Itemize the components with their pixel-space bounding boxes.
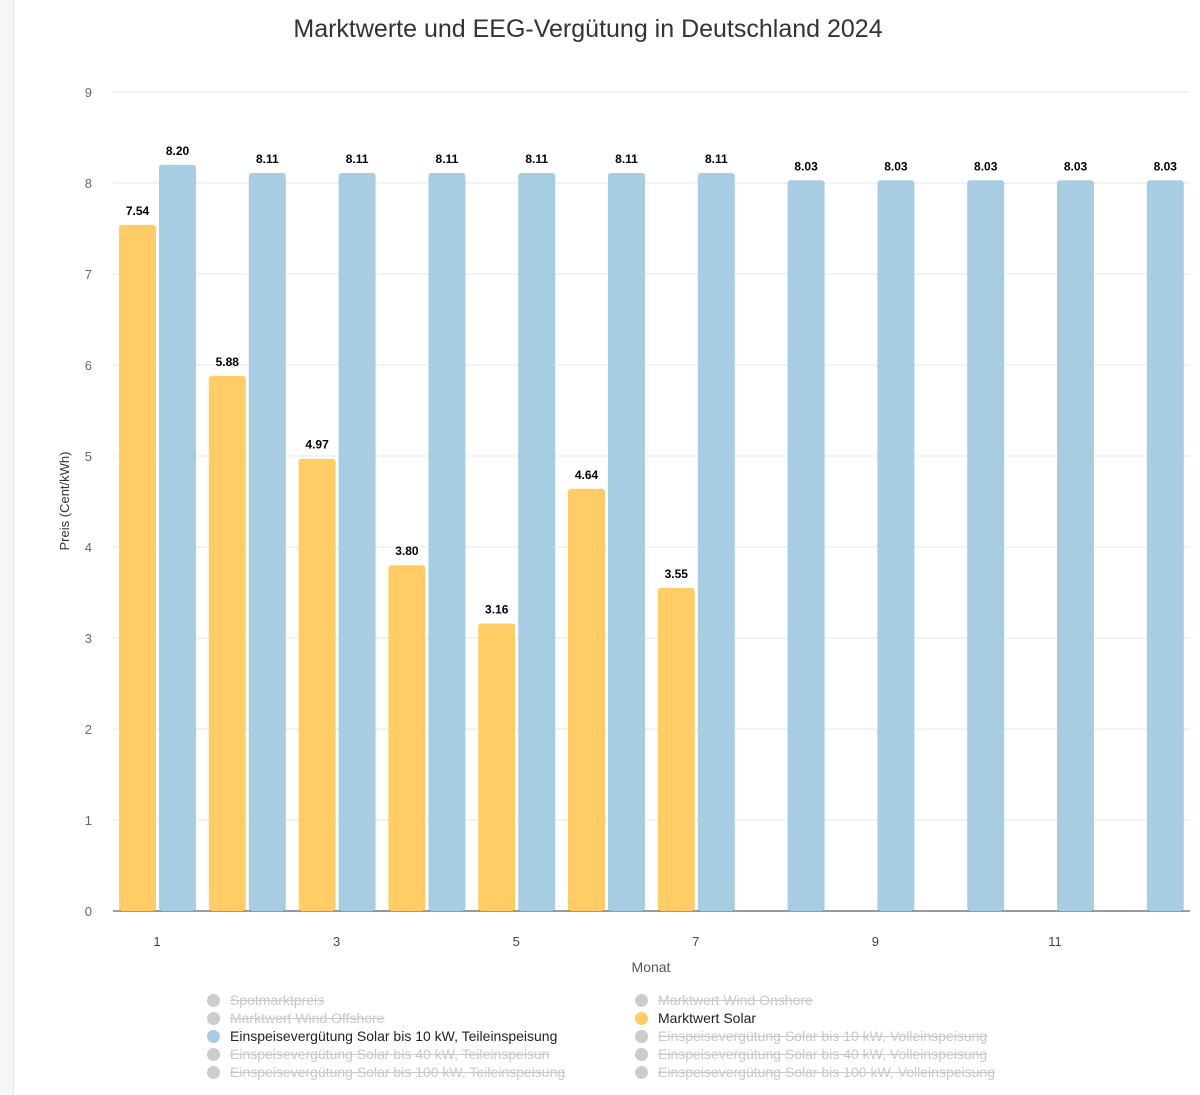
legend-item[interactable]: Einspeisevergütung Solar bis 10 kW, Voll… (635, 1027, 1065, 1045)
y-tick-label: 6 (85, 358, 92, 373)
data-label: 8.20 (166, 144, 190, 158)
y-tick-label: 2 (85, 722, 92, 737)
legend-dot-icon (635, 1029, 648, 1043)
data-label: 8.03 (1154, 159, 1178, 173)
data-label: 8.03 (884, 159, 908, 173)
legend-item[interactable]: Marktwert Wind Onshore (635, 991, 1065, 1009)
legend-dot-icon (207, 1065, 220, 1079)
legend-dot-icon (635, 1065, 648, 1079)
bar (478, 623, 516, 911)
legend-label: Marktwert Wind Offshore (230, 1010, 385, 1026)
y-tick-label: 0 (85, 904, 92, 919)
bar-chart: Marktwerte und EEG-Vergütung in Deutschl… (57, 15, 1190, 975)
legend: Spotmarktpreis Marktwert Wind Onshore Mark… (207, 991, 1067, 1081)
x-axis-label: Monat (632, 959, 671, 975)
legend-item[interactable]: Spotmarktpreis (207, 991, 635, 1009)
legend-item[interactable]: Einspeisevergütung Solar bis 100 kW, Vol… (635, 1063, 1065, 1081)
legend-label: Marktwert Wind Onshore (658, 992, 813, 1008)
legend-label: Einspeisevergütung Solar bis 40 kW, Teil… (230, 1046, 550, 1062)
legend-label: Spotmarktpreis (230, 992, 325, 1008)
bar (248, 172, 286, 912)
left-sidebar-strip (0, 0, 14, 1095)
bar (338, 172, 376, 912)
bar (159, 164, 196, 912)
legend-dot-icon (207, 1047, 220, 1061)
y-axis-label: Preis (Cent/kWh) (57, 452, 72, 551)
bar (877, 180, 915, 911)
legend-label: Einspeisevergütung Solar bis 10 kW, Teil… (230, 1028, 558, 1044)
legend-label: Einspeisevergütung Solar bis 10 kW, Voll… (658, 1028, 988, 1044)
data-label: 8.11 (346, 152, 369, 166)
bar (967, 180, 1005, 911)
y-tick-label: 9 (85, 85, 92, 100)
y-tick-label: 8 (85, 176, 92, 191)
x-tick-label: 5 (513, 934, 520, 949)
data-label: 3.80 (395, 544, 419, 558)
legend-dot-icon (207, 1011, 220, 1025)
legend-item[interactable]: Einspeisevergütung Solar bis 40 kW, Teil… (207, 1045, 635, 1063)
chart-title: Marktwerte und EEG-Vergütung in Deutschl… (293, 15, 882, 43)
legend-dot-icon (207, 993, 220, 1007)
x-tick-label: 3 (333, 934, 340, 949)
bar (1146, 180, 1184, 911)
legend-label: Einspeisevergütung Solar bis 100 kW, Tei… (230, 1064, 566, 1080)
legend-label: Einspeisevergütung Solar bis 40 kW, Voll… (658, 1046, 988, 1062)
bar (428, 172, 466, 912)
legend-item[interactable]: Marktwert Solar (635, 1009, 1065, 1027)
data-label: 4.97 (305, 438, 329, 452)
legend-dot-icon (207, 1029, 220, 1043)
y-tick-label: 3 (85, 631, 92, 646)
bar (518, 172, 556, 912)
bar (388, 565, 426, 911)
bar (568, 488, 605, 911)
y-tick-label: 5 (85, 449, 92, 464)
legend-dot-icon (635, 1011, 648, 1025)
data-label: 8.03 (794, 159, 818, 173)
data-label: 8.11 (436, 152, 459, 166)
legend-label: Marktwert Solar (658, 1010, 757, 1026)
legend-dot-icon (635, 993, 648, 1007)
data-label: 4.64 (575, 468, 599, 482)
legend-dot-icon (635, 1047, 648, 1061)
y-tick-label: 1 (85, 813, 92, 828)
bar (787, 180, 825, 911)
y-tick-label: 7 (85, 267, 92, 282)
bar (119, 224, 156, 912)
data-label: 8.03 (974, 159, 998, 173)
bar (1057, 180, 1094, 911)
data-label: 8.11 (525, 152, 548, 166)
legend-item[interactable]: Einspeisevergütung Solar bis 100 kW, Tei… (207, 1063, 635, 1081)
x-tick-label: 1 (153, 934, 160, 949)
data-label: 8.03 (1064, 159, 1088, 173)
legend-item[interactable]: Einspeisevergütung Solar bis 10 kW, Teil… (207, 1027, 635, 1045)
data-label: 5.88 (216, 355, 240, 369)
legend-item[interactable]: Marktwert Wind Offshore (207, 1009, 635, 1027)
data-label: 8.11 (256, 152, 279, 166)
data-label: 3.16 (485, 602, 509, 616)
bar (697, 172, 735, 912)
bar (298, 458, 336, 911)
legend-item[interactable]: Einspeisevergütung Solar bis 40 kW, Voll… (635, 1045, 1065, 1063)
data-label: 8.11 (705, 152, 728, 166)
bar (608, 172, 645, 912)
x-tick-label: 7 (692, 934, 699, 949)
y-tick-label: 4 (85, 540, 92, 555)
data-label: 3.55 (665, 567, 689, 581)
data-label: 8.11 (615, 152, 638, 166)
data-label: 7.54 (126, 204, 150, 218)
x-tick-label: 9 (872, 934, 879, 949)
legend-label: Einspeisevergütung Solar bis 100 kW, Vol… (658, 1064, 995, 1080)
x-tick-label: 11 (1048, 934, 1062, 949)
bar (657, 587, 695, 911)
bar (208, 375, 246, 911)
